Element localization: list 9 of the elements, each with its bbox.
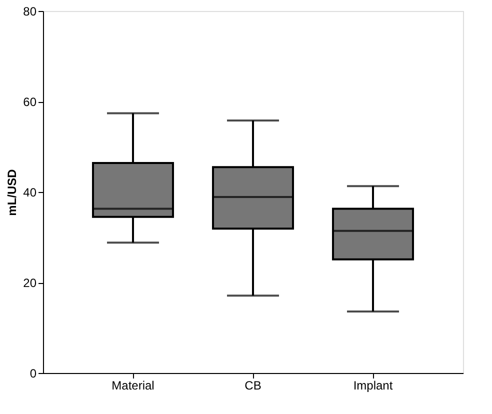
y-axis-title: mL/USD (5, 168, 20, 216)
y-tick-label: 20 (23, 276, 37, 290)
y-tick-label: 40 (23, 186, 37, 200)
y-tick-label: 0 (30, 366, 37, 380)
x-tick-label: Implant (353, 378, 394, 392)
y-tick-label: 60 (23, 95, 37, 109)
x-tick-label: Material (112, 378, 154, 392)
x-tick-label: CB (244, 378, 262, 392)
y-tick-label: 80 (23, 4, 37, 18)
